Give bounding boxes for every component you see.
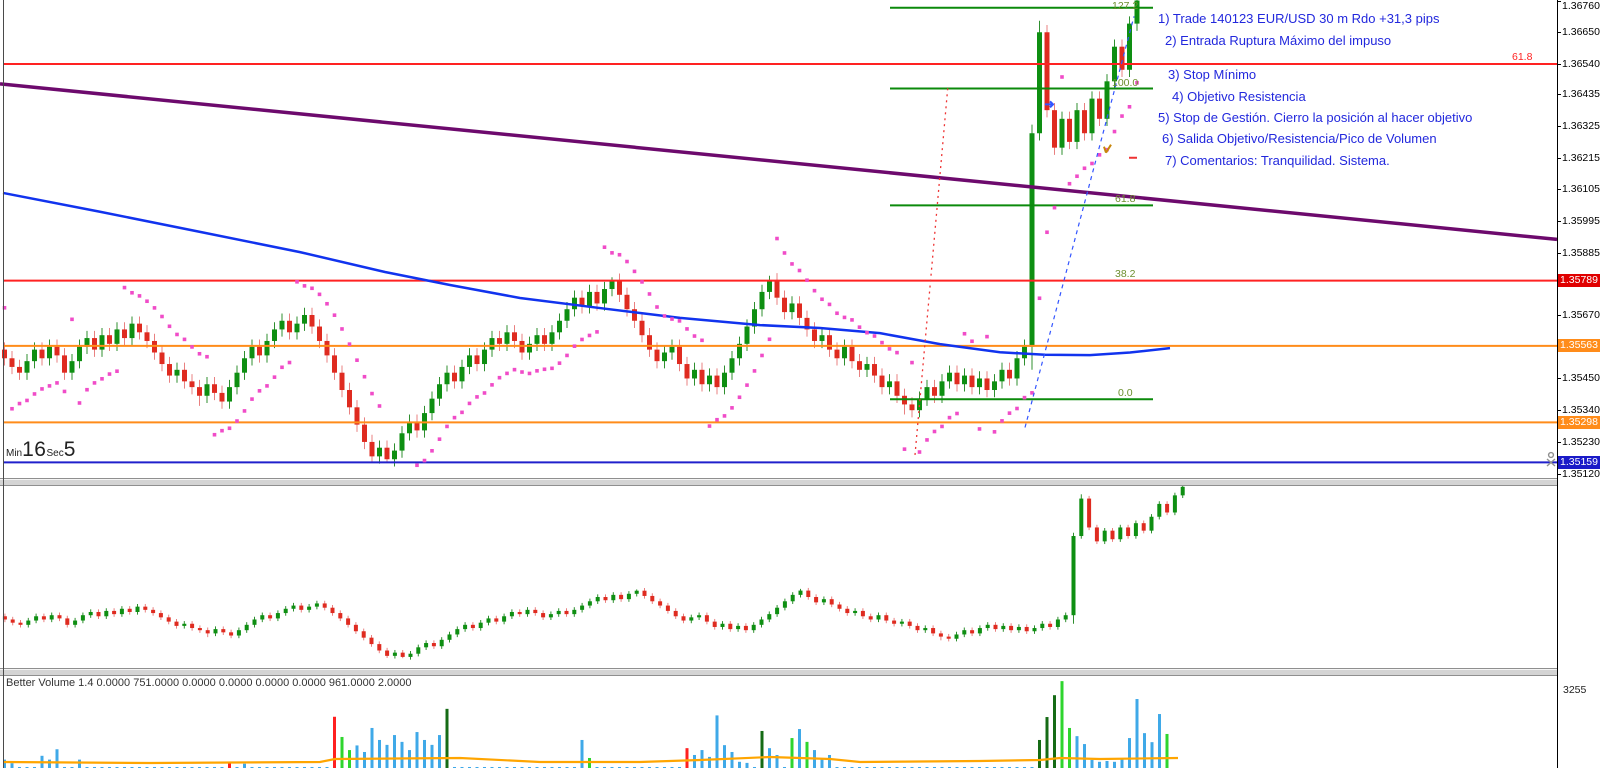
candle-countdown: Min 16 Sec 5 (6, 438, 76, 462)
price-axis-label: 1.36540 (1562, 58, 1600, 70)
scroll-marker-icon (1546, 451, 1556, 467)
axis-tick (1557, 32, 1561, 34)
price-level-badge: 1.35563 (1558, 339, 1600, 353)
axis-tick (1557, 314, 1561, 316)
chart-left-border (3, 0, 4, 768)
impulse-dashed-trendline[interactable] (914, 85, 949, 455)
axis-tick (1557, 252, 1561, 254)
price-axis-label: 1.35230 (1562, 435, 1600, 448)
price-level-badge: 1.35159 (1558, 455, 1600, 469)
annotation-note: 1) Trade 140123 EUR/USD 30 m Rdo +31,3 p… (1158, 11, 1440, 26)
axis-tick (1557, 64, 1561, 65)
better-volume-indicator-label: Better Volume 1.4 0.0000 751.0000 0.0000… (6, 677, 412, 689)
annotation-note: 2) Entrada Ruptura Máximo del impuso (1165, 33, 1392, 48)
price-axis-label: 1.35450 (1562, 372, 1600, 385)
panel-splitter-upper[interactable] (0, 478, 1557, 486)
price-axis-label: 1.36435 (1562, 88, 1600, 101)
fibonacci-retracement[interactable] (890, 6, 1153, 401)
purple-trendline[interactable] (0, 82, 1558, 242)
annotation-note: 5) Stop de Gestión. Cierro la posición a… (1158, 110, 1473, 125)
horizontal-level-lines[interactable] (3, 63, 1557, 464)
price-axis-label: 1.35120 (1562, 467, 1600, 480)
axis-tick (1557, 441, 1561, 443)
axis-tick (1557, 94, 1561, 96)
trade-path-line (1024, 16, 1135, 428)
annotation-note: 3) Stop Mínimo (1168, 67, 1257, 82)
price-axis-label: 1.35995 (1562, 215, 1600, 228)
annotation-note: 4) Objetivo Resistencia (1172, 89, 1306, 104)
parabolic-sar-dots (2, 75, 1139, 468)
annotation-note: 7) Comentarios: Tranquilidad. Sistema. (1165, 153, 1390, 168)
price-axis-label: 1.36760 (1562, 0, 1600, 12)
price-level-badge: 1.35298 (1558, 415, 1600, 429)
countdown-sec-value: 5 (63, 438, 76, 461)
price-axis-label: 1.35670 (1562, 308, 1600, 321)
countdown-sec-label: Sec (46, 448, 64, 459)
volume-bars (3, 681, 1169, 768)
axis-tick (1557, 157, 1561, 159)
axis-tick (1557, 410, 1561, 412)
fib-level-label: 61.8 (1115, 193, 1136, 206)
axis-tick (1557, 126, 1561, 128)
axis-tick (1557, 221, 1561, 223)
trade-exit-arrow-icon (1103, 144, 1112, 154)
price-axis-label: 1.35885 (1562, 246, 1600, 259)
blue-moving-average (2, 191, 1171, 357)
fib-level-label: 0.0 (1118, 387, 1133, 400)
price-level-badge: 1.35789 (1558, 274, 1600, 288)
axis-tick (1557, 189, 1561, 191)
trade-entry-arrow-icon (1045, 100, 1055, 109)
axis-tick (1557, 473, 1561, 475)
fib-level-label: 38.2 (1115, 268, 1136, 281)
axis-tick (1557, 378, 1561, 380)
price-axis-label: 1.36215 (1562, 151, 1600, 164)
axis-separator-line (1557, 0, 1558, 768)
price-axis-label: 1.35340 (1562, 404, 1600, 417)
fib-level-label: 127.2 (1112, 0, 1139, 12)
price-axis-label: 1.36105 (1562, 183, 1600, 196)
volume-ma-line (2, 755, 1179, 765)
lower-panel-candles (2, 485, 1185, 660)
volume-scale-max: 3255 (1563, 684, 1587, 696)
main-candles (2, 0, 1140, 467)
fib-618-red-label: 61.8 (1512, 51, 1533, 63)
countdown-min-value: 16 (22, 438, 47, 461)
panel-splitter-lower[interactable] (0, 668, 1557, 676)
price-axis-label: 1.36650 (1562, 26, 1600, 39)
axis-tick (1557, 0, 1561, 2)
countdown-min-label: Min (6, 448, 23, 459)
price-axis-label: 1.36325 (1562, 120, 1600, 133)
fib-level-label: 100.0 (1112, 76, 1139, 89)
annotation-note: 6) Salida Objetivo/Resistencia/Pico de V… (1162, 131, 1437, 146)
